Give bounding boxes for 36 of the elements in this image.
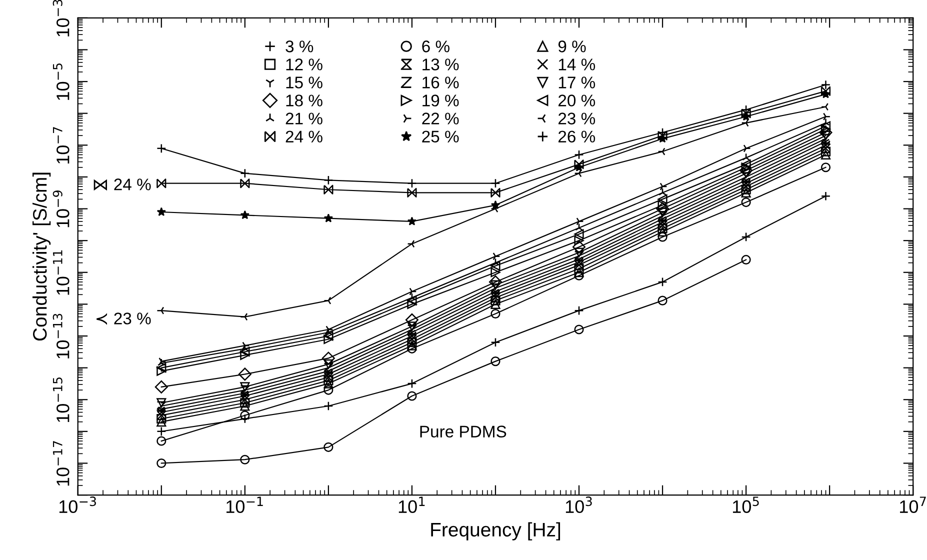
legend-label: 12 %: [286, 58, 322, 70]
legend-label: 25 %: [422, 130, 459, 142]
x-tick-label: 10$^{7}$: [900, 496, 926, 514]
legend-label: 19 %: [422, 94, 459, 106]
x-tick-label: 10$^{1}$: [398, 496, 425, 514]
x-tick-label: 10$^{5}$: [732, 496, 759, 514]
legend-label: 20 %: [558, 94, 596, 106]
y-tick-label: 10$^{−5}$: [53, 64, 70, 100]
y-tick-label: 10$^{−3}$: [52, 0, 70, 36]
legend-label: 13 %: [422, 58, 459, 70]
legend-label: 22 %: [422, 112, 459, 124]
x-tick-label: 10$^{−1}$: [226, 496, 263, 514]
legend-label: 16 %: [422, 76, 459, 88]
legend-label: 15 %: [286, 76, 322, 88]
annotation: ≺ 23 %: [96, 312, 151, 325]
x-axis-title: Frequency [Hz]: [431, 522, 560, 540]
y-tick-label: 10$^{−9}$: [52, 190, 70, 228]
legend-label: 3 %: [286, 40, 314, 52]
y-tick-label: 10$^{−7}$: [53, 127, 70, 164]
y-axis-title: Conductivity' [S/cm]: [32, 172, 51, 341]
legend-label: 24 %: [286, 130, 322, 142]
annotation: Pure PDMS: [420, 426, 506, 438]
legend-label: 9 %: [558, 40, 586, 52]
legend-label: 23 %: [558, 112, 596, 124]
legend-label: 18 %: [286, 94, 322, 106]
y-tick-label: 10$^{−17}$: [53, 441, 70, 486]
y-tick-label: 10$^{−13}$: [52, 314, 70, 358]
legend-label: 17 %: [558, 76, 596, 88]
x-tick-label: 10$^{3}$: [566, 496, 592, 514]
annotation: ⋈ 24 %: [94, 178, 151, 191]
legend-label: 14 %: [558, 58, 596, 70]
y-tick-label: 10$^{−11}$: [53, 250, 70, 295]
legend-label: 26 %: [558, 130, 596, 142]
y-tick-label: 10$^{−15}$: [53, 378, 70, 422]
legend-label: 21 %: [286, 112, 322, 124]
legend-label: 6 %: [422, 40, 450, 52]
